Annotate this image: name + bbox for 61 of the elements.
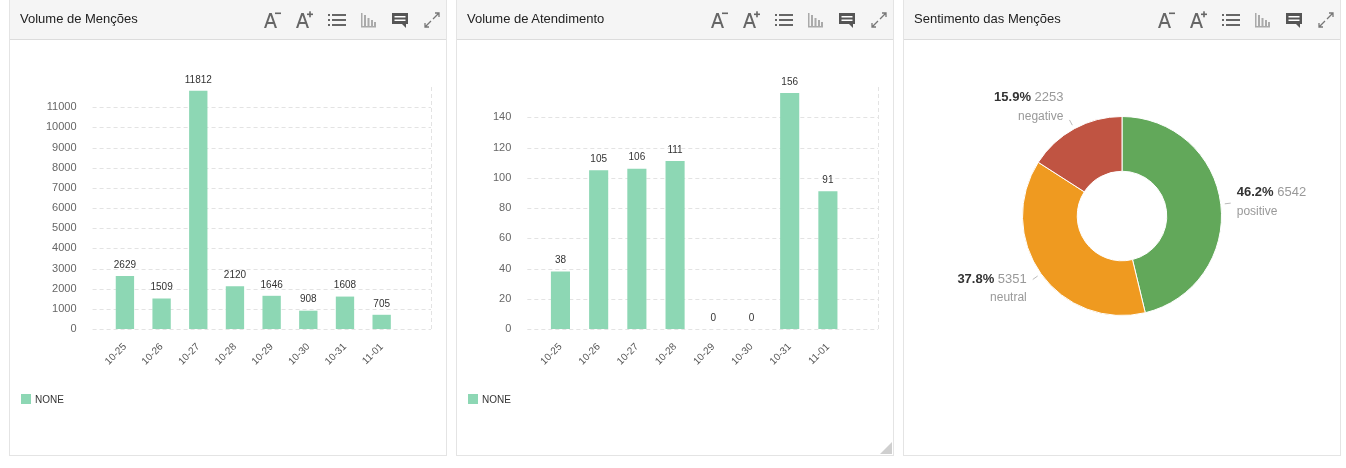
y-tick-label: 9000	[52, 140, 77, 153]
y-tick-label: 80	[499, 201, 512, 214]
data-label: 705	[373, 297, 391, 309]
bar	[299, 310, 318, 329]
y-tick-label: 5000	[52, 221, 77, 234]
data-label: 37.8% 5351	[957, 270, 1027, 286]
bar	[115, 275, 135, 329]
bar	[189, 90, 208, 329]
legend-label: NONE	[482, 393, 512, 405]
y-tick-label: 3000	[52, 261, 77, 274]
bar	[665, 161, 685, 329]
y-tick-label: 0	[70, 322, 77, 335]
y-tick-label: 1000	[52, 301, 77, 314]
bar	[589, 170, 609, 329]
y-tick-label: 4000	[52, 241, 77, 254]
chart-title: Volume de Menções	[20, 11, 138, 26]
y-tick-label: 6000	[52, 201, 77, 214]
bar	[152, 298, 171, 329]
y-tick-label: 100	[492, 170, 512, 183]
data-label: 1646	[260, 278, 284, 290]
data-label: 908	[299, 293, 318, 305]
data-label: 15.9% 2253	[994, 89, 1064, 105]
bar	[818, 191, 838, 329]
y-tick-label: 120	[492, 140, 512, 153]
data-label: 1608	[333, 279, 357, 291]
y-tick-label: 10000	[45, 120, 77, 133]
y-tick-label: 8000	[52, 160, 77, 173]
chart-title: Sentimento das Menções	[914, 11, 1061, 26]
data-label: 2629	[113, 258, 137, 270]
data-label: 0	[748, 311, 755, 323]
bar	[335, 296, 355, 329]
data-label: 1509	[150, 281, 174, 293]
data-label: 111	[667, 143, 684, 155]
bar	[225, 286, 245, 329]
y-tick-label: 40	[499, 261, 512, 274]
data-label: 11812	[184, 73, 213, 85]
bar	[627, 168, 647, 329]
legend-label: NONE	[35, 393, 65, 405]
data-label: 91	[822, 174, 834, 186]
bar	[262, 295, 281, 329]
y-tick-label: 20	[499, 291, 512, 304]
data-label: 46.2% 6542	[1236, 183, 1307, 199]
data-label: 38	[554, 254, 567, 266]
slice-label: positive	[1236, 203, 1278, 218]
y-tick-label: 0	[505, 322, 512, 335]
slice-label: neutral	[990, 290, 1027, 305]
y-tick-label: 11000	[46, 100, 77, 113]
y-tick-label: 140	[492, 110, 512, 123]
y-tick-label: 60	[499, 231, 512, 244]
slice-label: negative	[1018, 109, 1064, 124]
data-label: 105	[590, 152, 608, 164]
data-label: 106	[628, 151, 646, 163]
data-label: 0	[710, 311, 717, 323]
data-label: 156	[781, 75, 799, 87]
bar	[780, 93, 800, 329]
data-label: 2120	[223, 269, 247, 280]
y-tick-label: 2000	[52, 281, 77, 294]
bar	[550, 271, 571, 329]
y-tick-label: 7000	[52, 180, 77, 193]
chart-title: Volume de Atendimento	[467, 11, 605, 26]
bar	[372, 314, 391, 329]
